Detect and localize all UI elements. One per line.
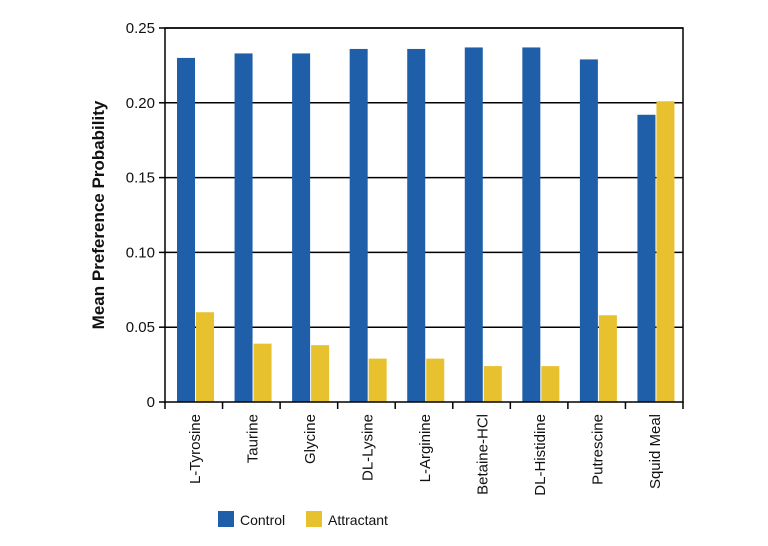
- bar-control-taurine: [234, 53, 253, 402]
- y-tick-label: 0.25: [126, 20, 155, 37]
- bar-control-putrescine: [579, 59, 598, 402]
- y-tick-label: 0.05: [126, 319, 155, 336]
- legend-label-attractant: Attractant: [328, 512, 388, 528]
- x-tick-label: L-Arginine: [417, 414, 434, 482]
- bar-control-betaine-hcl: [464, 47, 483, 403]
- bar-attractant-dl-lysine: [368, 358, 387, 402]
- bars: [177, 47, 675, 403]
- plot-frame: [164, 27, 684, 403]
- x-tick-label: L-Tyrosine: [187, 414, 204, 484]
- x-tick-label: Putrescine: [590, 414, 607, 485]
- bar-attractant-dl-histidine: [541, 366, 560, 402]
- y-axis-ticks: 0 0.05 0.10 0.15 0.20 0.25: [126, 20, 165, 411]
- x-tick-label: DL-Histidine: [532, 414, 549, 496]
- bar-control-dl-lysine: [349, 48, 368, 402]
- bar-attractant-taurine: [253, 343, 272, 402]
- y-tick-label: 0.15: [126, 170, 155, 187]
- x-tick-label: Glycine: [302, 414, 319, 464]
- y-tick-label: 0.20: [126, 95, 155, 112]
- bar-attractant-putrescine: [598, 315, 617, 402]
- y-tick-label: 0: [147, 394, 155, 411]
- bar-control-l-tyrosine: [177, 57, 195, 403]
- legend-label-control: Control: [240, 512, 285, 528]
- bar-attractant-l-arginine: [426, 358, 445, 402]
- x-axis-ticks: L-Tyrosine Taurine Glycine DL-Lysine L-Argin…: [164, 402, 684, 496]
- y-axis-title: Mean Preference Probability: [89, 100, 108, 329]
- axes: [164, 27, 684, 403]
- x-tick-label: Betaine-HCl: [475, 414, 492, 495]
- legend: Control Attractant: [218, 511, 388, 528]
- x-tick-label: Squid Meal: [647, 414, 664, 489]
- legend-swatch-attractant: [306, 511, 322, 527]
- bar-attractant-glycine: [311, 345, 330, 402]
- x-tick-label: DL-Lysine: [359, 414, 376, 481]
- bar-attractant-l-tyrosine: [196, 312, 214, 402]
- x-tick-label: Taurine: [244, 414, 261, 463]
- bar-attractant-betaine-hcl: [483, 366, 502, 402]
- legend-swatch-control: [218, 511, 234, 527]
- y-tick-label: 0.10: [126, 244, 155, 261]
- bar-attractant-squid-meal: [656, 101, 675, 402]
- bar-control-dl-histidine: [522, 47, 541, 403]
- bar-control-squid-meal: [637, 114, 656, 402]
- bar-control-glycine: [292, 53, 311, 402]
- bar-control-l-arginine: [407, 48, 426, 402]
